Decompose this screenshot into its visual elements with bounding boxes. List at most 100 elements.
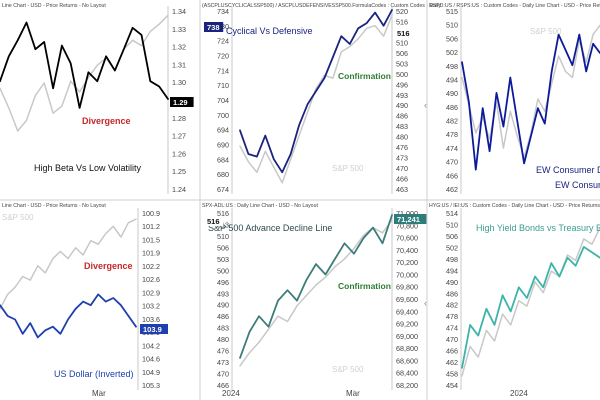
y-tick-label: 710	[217, 81, 229, 90]
y-tick-label: 470	[217, 370, 229, 379]
series-line-1	[0, 21, 169, 109]
y-tick-label: 734	[217, 7, 229, 16]
y-tick-label: 470	[446, 158, 458, 167]
chart-panel-2: (ASCPLUSCYCLICALSSP500) / ASCPLUSDEFENSI…	[199, 0, 441, 200]
chart-annotation: Divergence	[84, 261, 133, 271]
y-tick-label: 482	[446, 301, 458, 310]
y-tick-label: 462	[446, 358, 458, 367]
y-tick-label: 1.33	[172, 25, 186, 34]
last-value-label: 516	[397, 29, 410, 38]
chart-annotation: High Yield Bonds vs Treasury Bo	[476, 223, 600, 233]
y-tick-label: 103.2	[142, 302, 160, 311]
y-tick-label: 490	[396, 101, 408, 110]
y-tick-label: 498	[446, 62, 458, 71]
last-value-badge	[140, 324, 168, 334]
y-tick-label: 498	[446, 255, 458, 264]
y-tick-label: 1.28	[172, 114, 186, 123]
y-tick-label: 490	[446, 89, 458, 98]
y-tick-label: 493	[396, 91, 408, 100]
y-tick-label: 466	[217, 381, 229, 390]
y-tick-label: 490	[446, 278, 458, 287]
series-line-1	[0, 293, 137, 339]
y-tick-label: 104.6	[142, 355, 160, 364]
y-tick-label: 714	[217, 66, 229, 75]
y-tick-label: 101.9	[142, 249, 160, 258]
x-tick-label: 2024	[510, 389, 528, 398]
y-tick-label: 515	[446, 7, 458, 16]
chart-annotation: Cyclical Vs Defensive	[226, 26, 313, 36]
y-tick-label: 454	[446, 381, 458, 390]
y-tick-label: 493	[217, 289, 229, 298]
y-tick-label: 494	[446, 75, 458, 84]
y-tick-label: 70,400	[396, 246, 418, 255]
series-line-2	[0, 218, 137, 310]
y-tick-label: 510	[396, 38, 408, 47]
chart-annotation: EW Consum	[555, 180, 600, 190]
chart-annotation: Divergence	[82, 116, 131, 126]
y-tick-label: 684	[217, 155, 229, 164]
series-line-2	[0, 14, 169, 132]
y-tick-label: 466	[446, 171, 458, 180]
y-tick-label: 1.27	[172, 132, 186, 141]
scroll-left-icon[interactable]: ‹	[424, 298, 427, 308]
y-tick-label: 102.2	[142, 262, 160, 271]
y-tick-label: 1.25	[172, 167, 186, 176]
last-value-badge	[170, 97, 194, 107]
y-tick-label: 69,000	[396, 332, 418, 341]
y-tick-label: 103.6	[142, 315, 160, 324]
y-tick-label: 70,200	[396, 258, 418, 267]
y-tick-label: 503	[217, 255, 229, 264]
chart-panel-4: Line Chart - USD - Price Returns - No La…	[0, 199, 200, 398]
last-value-badge	[204, 22, 224, 32]
last-value-badge	[394, 214, 427, 224]
y-tick-label: 700	[217, 111, 229, 120]
series-line-1	[461, 33, 600, 171]
y-tick-label: 486	[396, 112, 408, 121]
series-line-1	[461, 245, 600, 369]
chart-header: RSPD:US / RSPS:US : Custom Codes - Daily…	[429, 3, 600, 9]
y-tick-label: 101.5	[142, 235, 160, 244]
chart-annotation: S&P 500 Advance Decline Line	[208, 223, 332, 233]
y-tick-label: 1.31	[172, 60, 186, 69]
chart-annotation: S&P 500	[332, 365, 364, 374]
y-tick-label: 71,000	[396, 209, 418, 218]
last-value-label: 738	[207, 23, 220, 32]
y-tick-label: 473	[396, 154, 408, 163]
y-tick-label: 690	[217, 141, 229, 150]
last-value-badge	[204, 216, 224, 226]
y-tick-label: 104.9	[142, 368, 160, 377]
y-tick-label: 1.34	[172, 7, 186, 16]
y-tick-label: 720	[217, 52, 229, 61]
chart-annotation: Confirmation	[338, 281, 391, 291]
last-value-label: 1.29	[173, 98, 188, 107]
y-tick-label: 458	[446, 370, 458, 379]
y-tick-label: 502	[446, 243, 458, 252]
y-tick-label: 104.2	[142, 341, 160, 350]
y-tick-label: 70,600	[396, 234, 418, 243]
y-tick-label: 704	[217, 96, 229, 105]
chart-annotation: S&P 500	[2, 213, 34, 222]
x-tick-label: 2024	[222, 389, 240, 398]
y-tick-label: 476	[217, 347, 229, 356]
y-tick-label: 105.3	[142, 381, 160, 390]
y-tick-label: 514	[446, 209, 458, 218]
y-tick-label: 101.2	[142, 222, 160, 231]
y-tick-label: 69,800	[396, 283, 418, 292]
last-value-label: 516	[207, 217, 220, 226]
y-tick-label: 68,200	[396, 381, 418, 390]
chart-annotation: High Beta Vs Low Volatility	[34, 163, 142, 173]
y-tick-label: 674	[217, 185, 229, 194]
y-tick-label: 486	[446, 289, 458, 298]
y-tick-label: 500	[396, 70, 408, 79]
y-tick-label: 496	[217, 278, 229, 287]
series-line-2	[239, 14, 393, 184]
y-tick-label: 1.32	[172, 43, 186, 52]
x-tick-label: Mar	[92, 389, 106, 398]
chart-panel-1: Line Chart - USD - Price Returns - No La…	[0, 3, 194, 194]
scroll-left-icon[interactable]: ‹	[424, 100, 427, 110]
chart-panel-3: RSPD:US / RSPS:US : Custom Codes - Daily…	[426, 0, 600, 200]
chart-header: (ASCPLUSCYCLICALSSP500) / ASCPLUSDEFENSI…	[202, 3, 441, 9]
y-tick-label: 470	[396, 164, 408, 173]
y-tick-label: 482	[446, 117, 458, 126]
y-tick-label: 490	[217, 301, 229, 310]
